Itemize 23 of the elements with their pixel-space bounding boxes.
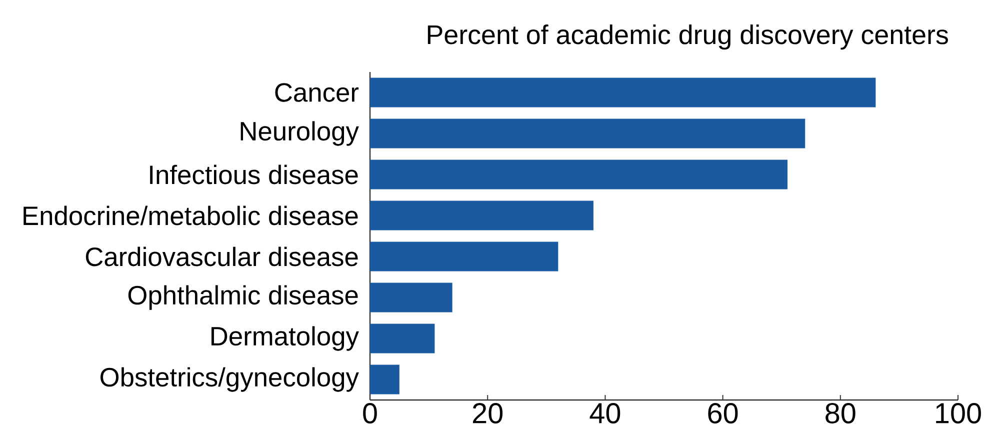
- x-tick-label: 60: [708, 403, 738, 424]
- bar: [370, 282, 452, 312]
- y-tick-label: Dermatology: [212, 326, 359, 351]
- bar: [370, 160, 788, 190]
- y-tick-label: Cardiovascular disease: [86, 246, 358, 266]
- y-tick-label: Endocrine/metabolic disease: [24, 206, 358, 226]
- y-tick-label: Cancer: [275, 83, 359, 102]
- bar: [370, 200, 594, 230]
- chart-title: Percent of academic drug discovery centers: [428, 24, 948, 50]
- x-tick-label: 100: [936, 403, 981, 424]
- bar: [370, 78, 876, 108]
- y-tick-label: Ophthalmic disease: [128, 285, 358, 310]
- bar: [370, 118, 806, 148]
- x-tick-label: 80: [826, 403, 856, 424]
- y-tick-label: Neurology: [240, 121, 359, 146]
- x-tick-label: 40: [590, 403, 620, 424]
- y-tick-label: Infectious disease: [150, 164, 358, 184]
- x-tick-label: 0: [363, 403, 377, 424]
- bar: [370, 324, 435, 354]
- bar: [370, 364, 400, 394]
- x-tick-label: 20: [472, 403, 503, 424]
- bar: [370, 242, 558, 272]
- y-tick-label: Obstetrics/gynecology: [100, 367, 359, 392]
